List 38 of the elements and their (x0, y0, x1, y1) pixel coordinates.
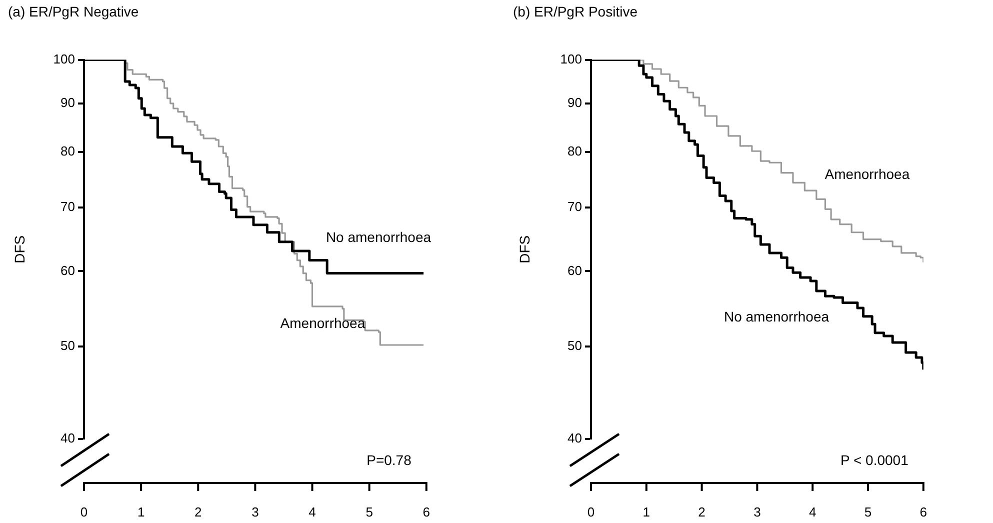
x-tick-label: 1 (642, 504, 650, 520)
chart-title: (b) ER/PgR Positive (513, 3, 638, 20)
x-tick-label: 1 (137, 504, 145, 520)
y-tick-label: 80 (568, 144, 582, 159)
x-tick-label: 2 (194, 504, 202, 520)
y-tick-label: 70 (60, 198, 75, 214)
y-tick-label: 90 (568, 94, 582, 110)
y-tick-label: 40 (60, 430, 75, 446)
y-axis-title: DFS (11, 235, 28, 264)
x-tick-label: 3 (252, 504, 259, 520)
x-tick-label: 4 (308, 504, 316, 520)
series-label: Amenorrhoea (280, 314, 366, 331)
x-tick-label: 0 (587, 504, 595, 520)
x-tick-label: 2 (698, 504, 706, 520)
series-label: Amenorrhoea (824, 166, 910, 182)
y-tick-label: 60 (60, 262, 75, 278)
x-tick-label: 0 (80, 504, 88, 520)
x-tick-label: 5 (864, 504, 872, 520)
y-tick-label: 70 (568, 198, 582, 214)
text: P < 0.0001 (840, 452, 909, 468)
y-tick-label: 40 (568, 430, 582, 446)
y-tick-label: 100 (53, 51, 75, 66)
x-tick-label: 4 (808, 504, 816, 520)
series-label: No amenorrhoea (724, 308, 830, 325)
series-label: No amenorrhoea (326, 228, 432, 245)
chart-title: (a) ER/PgR Negative (8, 3, 139, 20)
text: P=0.78 (366, 452, 412, 468)
x-tick-label: 6 (422, 504, 430, 520)
y-tick-label: 50 (568, 338, 582, 354)
x-tick-label: 5 (366, 504, 373, 520)
y-tick-label: 80 (60, 144, 75, 159)
y-tick-label: 60 (568, 262, 582, 278)
y-axis-title: DFS (516, 235, 532, 264)
x-tick-label: 6 (920, 504, 927, 520)
y-tick-label: 100 (560, 51, 582, 66)
x-tick-label: 3 (754, 504, 761, 520)
y-tick-label: 90 (60, 94, 75, 110)
y-tick-label: 50 (60, 338, 75, 354)
